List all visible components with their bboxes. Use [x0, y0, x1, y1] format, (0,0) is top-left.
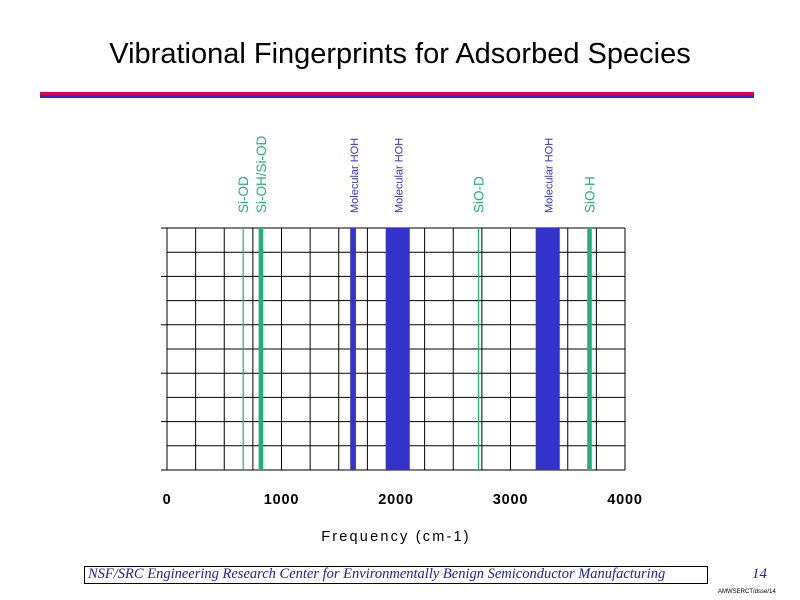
x-tick-label: 1000	[264, 492, 299, 508]
x-tick-label: 4000	[607, 492, 642, 508]
title-rule-bottom	[40, 95, 754, 98]
band-label-1: Si-OD	[236, 176, 251, 213]
title-rule-top	[40, 92, 754, 95]
x-tick-label: 0	[163, 492, 172, 508]
band-label-3: Molecular HOH	[349, 138, 361, 213]
band-4	[385, 228, 410, 470]
x-tick-label: 2000	[378, 492, 413, 508]
frequency-chart: Si-OD Si-OH/Si-OD Molecular HOH Molecular H…	[161, 136, 642, 545]
slide-code: AMWSERCT/dsse/14	[718, 589, 776, 595]
band-label-2: Si-OH/Si-OD	[254, 136, 269, 214]
slide-title: Vibrational Fingerprints for Adsorbed Sp…	[109, 38, 691, 70]
band-label-4: Molecular HOH	[394, 138, 406, 213]
x-tick-label: 3000	[493, 492, 528, 508]
band-2	[258, 228, 264, 470]
band-3	[350, 228, 356, 470]
band-6	[535, 228, 560, 470]
page-number: 14	[752, 566, 767, 582]
band-7	[587, 228, 592, 470]
footer-box	[84, 566, 708, 584]
band-5	[477, 228, 480, 470]
band-label-6: Molecular HOH	[544, 138, 556, 213]
x-axis-label: Frequency (cm-1)	[321, 529, 471, 545]
band-label-5: SiO-D	[471, 176, 486, 213]
footer-text: NSF/SRC Engineering Research Center for …	[88, 566, 666, 582]
band-1	[242, 228, 244, 470]
band-label-7: SiO-H	[583, 176, 598, 213]
